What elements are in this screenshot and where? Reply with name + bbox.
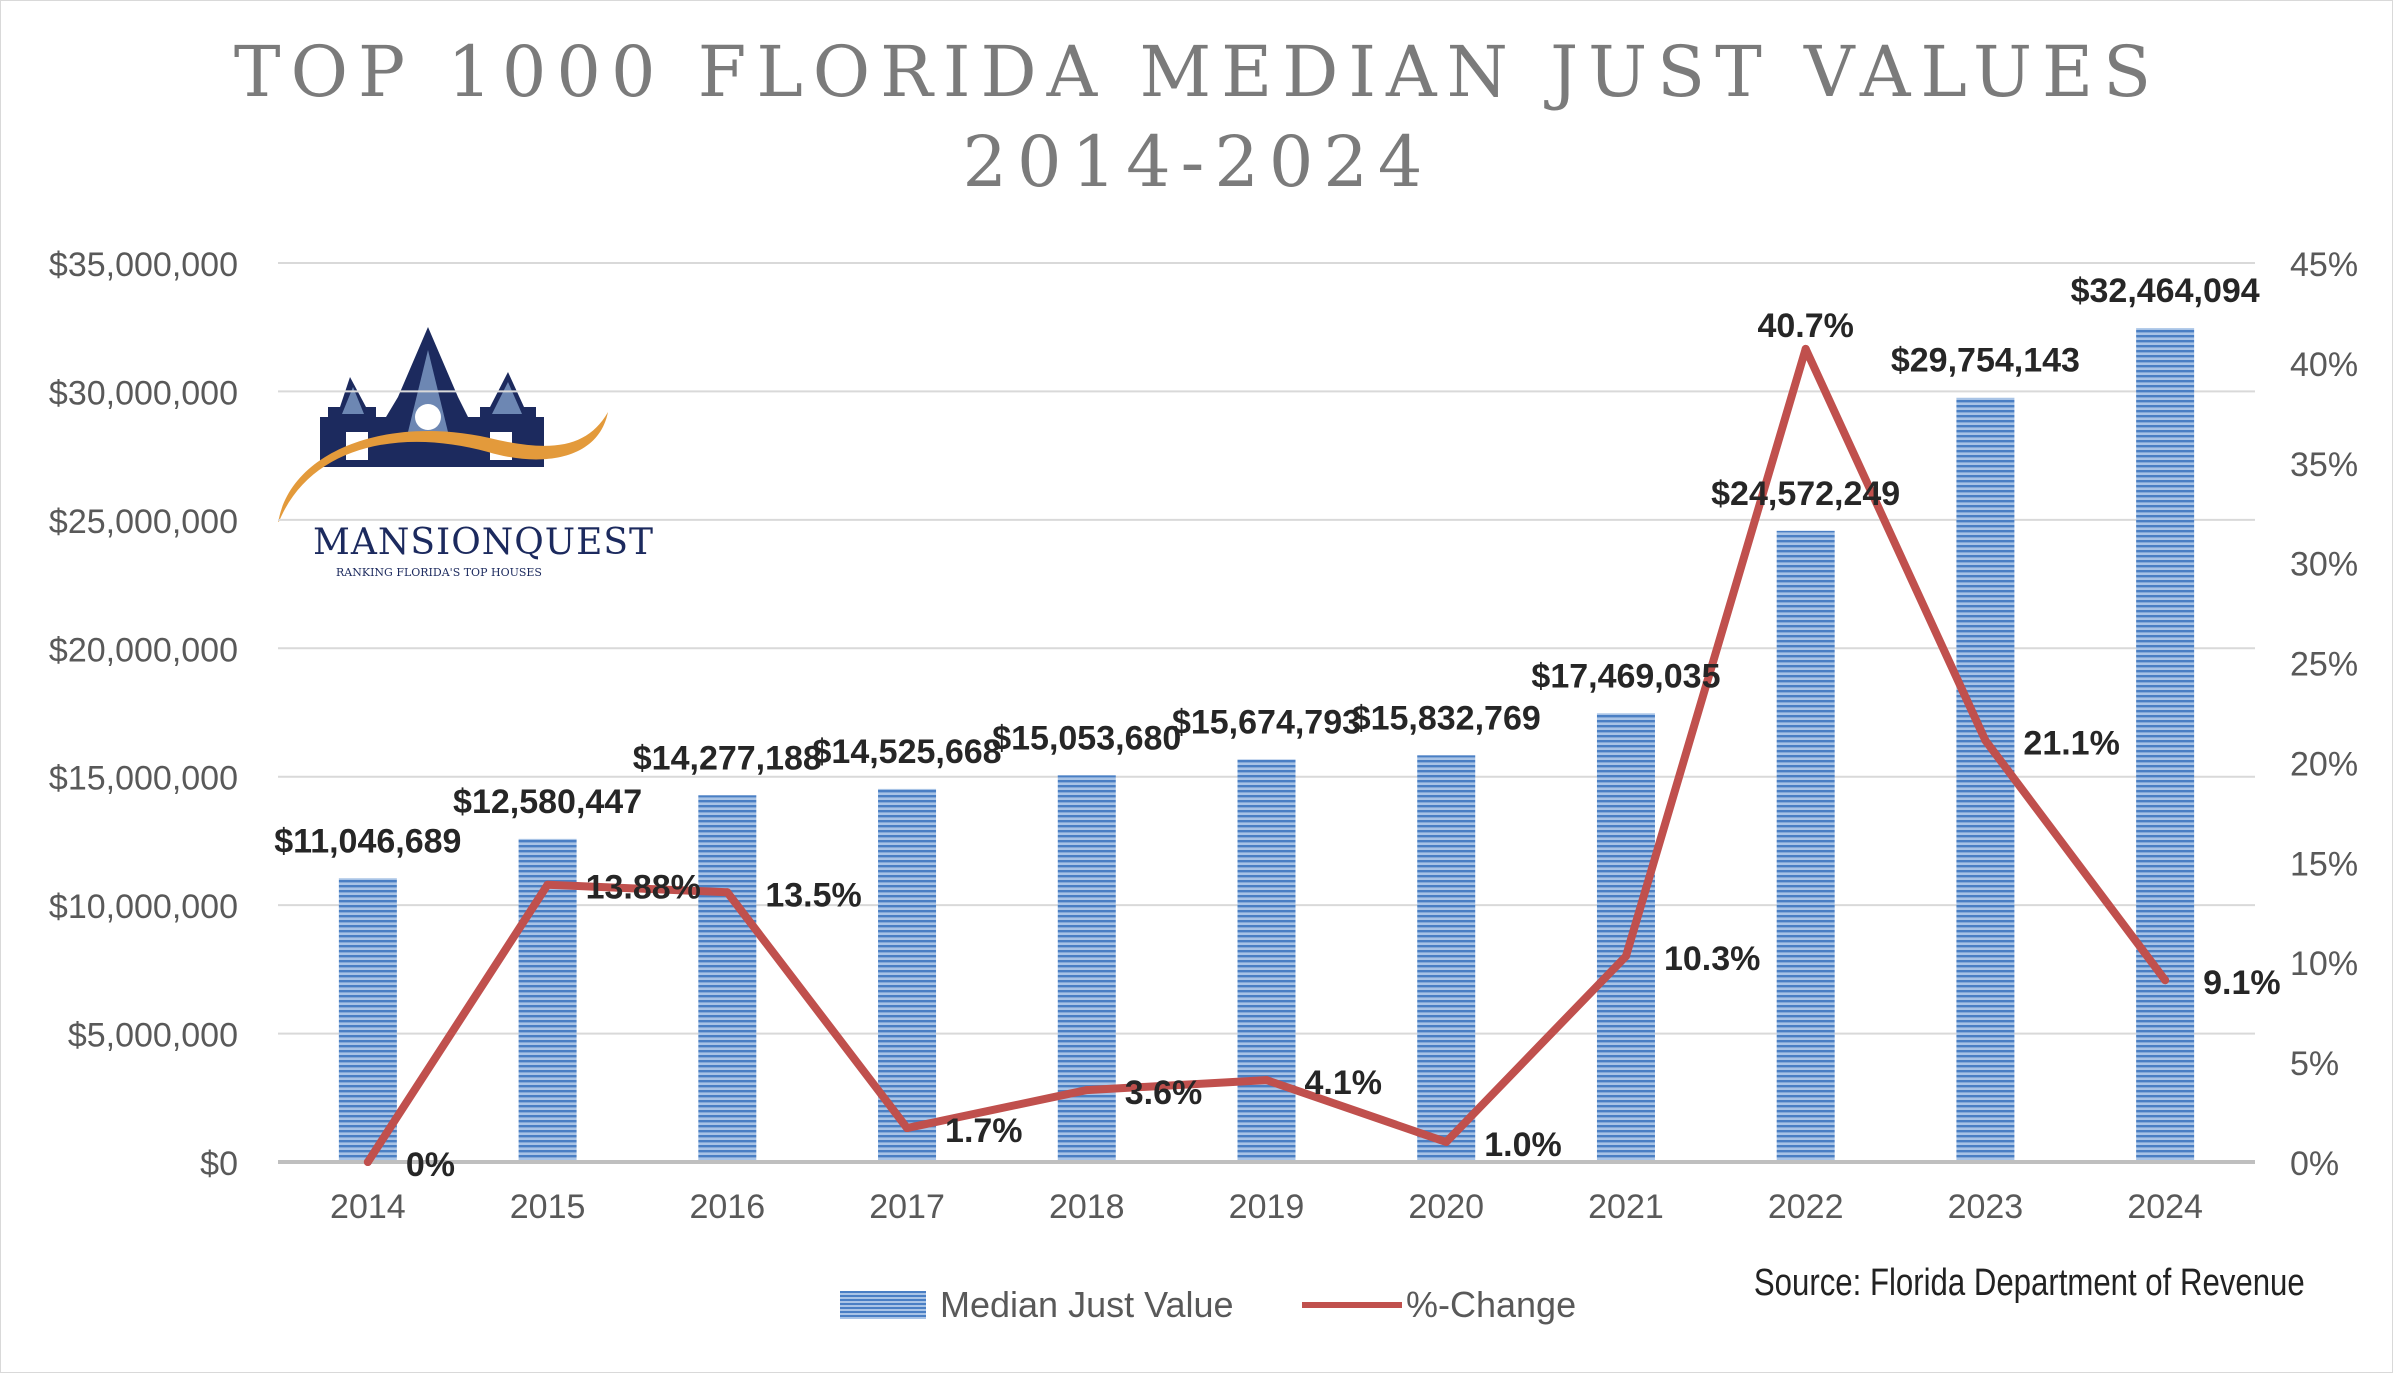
bar-value-label: $15,832,769	[1352, 699, 1541, 737]
y-right-tick-label: 10%	[2290, 945, 2358, 983]
y-right-tick-label: 5%	[2290, 1045, 2339, 1083]
bars	[338, 328, 2195, 1162]
legend: Median Just Value %-Change	[0, 1284, 2395, 1334]
x-tick-label: 2022	[1768, 1188, 1844, 1226]
bar-value-label: $24,572,249	[1711, 475, 1900, 513]
legend-item-median: Median Just Value	[840, 1284, 1234, 1326]
percent-change-label: 13.5%	[765, 876, 861, 914]
x-tick-label: 2024	[2127, 1188, 2203, 1226]
percent-change-point	[903, 1124, 912, 1133]
y-left-tick-label: $10,000,000	[49, 888, 238, 926]
y-left-tick-label: $25,000,000	[49, 503, 238, 541]
logo-wordmark: MANSIONQUEST	[313, 522, 655, 563]
data-labels: $11,046,689$12,580,447 $14,277,188$14,525…	[274, 272, 2280, 1184]
percent-change-label: 9.1%	[2203, 964, 2281, 1002]
bar-value-label: $11,046,689	[274, 822, 461, 860]
percent-change-point	[1621, 952, 1630, 961]
percent-change-label: 40.7%	[1757, 307, 1853, 345]
percent-change-label: 3.6%	[1125, 1074, 1203, 1112]
bar	[1237, 759, 1296, 1162]
percent-change-label: 1.0%	[1484, 1126, 1562, 1164]
bar-value-label: $15,674,793	[1172, 703, 1361, 741]
source-note: Source: Florida Department of Revenue	[1754, 1262, 2305, 1304]
y-right-tick-label: 40%	[2290, 346, 2358, 384]
mansionquest-logo: MANSIONQUEST RANKING FLORIDA'S TOP HOUSE…	[268, 322, 653, 592]
y-right-tick-label: 20%	[2290, 745, 2358, 783]
x-tick-label: 2016	[689, 1188, 765, 1226]
bar-value-label: $12,580,447	[453, 783, 642, 821]
percent-change-point	[723, 888, 732, 897]
percent-change-point	[1981, 736, 1990, 745]
legend-label-median: Median Just Value	[940, 1284, 1234, 1325]
x-tick-label: 2020	[1408, 1188, 1484, 1226]
x-tick-label: 2019	[1229, 1188, 1305, 1226]
bar-value-label: $14,277,188	[633, 739, 822, 777]
legend-line-swatch	[1302, 1302, 1402, 1308]
mansion-house-icon	[278, 327, 608, 524]
title-line-2: 2014-2024	[962, 120, 1433, 203]
bar	[1776, 530, 1835, 1162]
percent-change-line	[363, 344, 2170, 1166]
percent-change-label: 4.1%	[1305, 1064, 1383, 1102]
x-tick-label: 2017	[869, 1188, 945, 1226]
bar-value-label: $17,469,035	[1531, 657, 1720, 695]
y-right-tick-label: 15%	[2290, 845, 2358, 883]
y-left-tick-label: $5,000,000	[68, 1017, 238, 1055]
x-tick-label: 2015	[510, 1188, 586, 1226]
y-right-tick-label: 35%	[2290, 446, 2358, 484]
title-line-1: TOP 1000 FLORIDA MEDIAN JUST VALUES	[233, 31, 2162, 113]
percent-change-label: 21.1%	[2023, 724, 2119, 762]
y-right-tick-label: 45%	[2290, 246, 2358, 284]
chart-title: TOP 1000 FLORIDA MEDIAN JUST VALUES 2014…	[0, 28, 2395, 207]
bar	[338, 878, 397, 1162]
x-tick-label: 2014	[330, 1188, 406, 1226]
legend-bar-swatch	[840, 1291, 926, 1319]
percent-change-label: 0%	[406, 1146, 455, 1184]
y-left-tick-label: $0	[200, 1145, 238, 1183]
percent-change-point	[1801, 344, 1810, 353]
bar	[1057, 775, 1116, 1162]
logo-tagline: RANKING FLORIDA'S TOP HOUSES	[336, 566, 542, 579]
percent-change-point	[2161, 976, 2170, 985]
y-left-tick-label: $20,000,000	[49, 631, 238, 669]
percent-change-point	[543, 880, 552, 889]
percent-change-point	[1442, 1138, 1451, 1147]
bar	[698, 795, 757, 1162]
percent-change-point	[1262, 1076, 1271, 1085]
bar-value-label: $14,525,668	[813, 733, 1002, 771]
percent-change-label: 1.7%	[945, 1112, 1023, 1150]
y-left-tick-label: $15,000,000	[49, 760, 238, 798]
x-tick-label: 2018	[1049, 1188, 1125, 1226]
y-left-tick-label: $35,000,000	[49, 246, 238, 284]
bar-value-label: $29,754,143	[1891, 342, 2080, 380]
percent-change-point	[1082, 1086, 1091, 1095]
y-right-tick-label: 25%	[2290, 646, 2358, 684]
legend-item-change: %-Change	[1302, 1284, 1576, 1326]
bar-value-label: $15,053,680	[992, 719, 1181, 757]
legend-label-change: %-Change	[1406, 1284, 1577, 1325]
bar	[1956, 397, 2015, 1162]
percent-change-point	[363, 1158, 372, 1166]
y-left-tick-label: $30,000,000	[49, 374, 238, 412]
bar	[518, 838, 577, 1162]
bar	[2136, 328, 2195, 1162]
x-tick-label: 2021	[1588, 1188, 1664, 1226]
bar-value-label: $32,464,094	[2071, 272, 2260, 310]
x-tick-label: 2023	[1948, 1188, 2024, 1226]
y-right-tick-label: 0%	[2290, 1145, 2339, 1183]
bar	[1417, 755, 1476, 1162]
percent-change-label: 10.3%	[1664, 940, 1760, 978]
y-right-tick-label: 30%	[2290, 546, 2358, 584]
axes: $0 $5,000,000 $10,000,000 $15,000,000 $20,00…	[49, 246, 2358, 1226]
percent-change-label: 13.88%	[586, 869, 701, 907]
bar	[1596, 713, 1655, 1162]
